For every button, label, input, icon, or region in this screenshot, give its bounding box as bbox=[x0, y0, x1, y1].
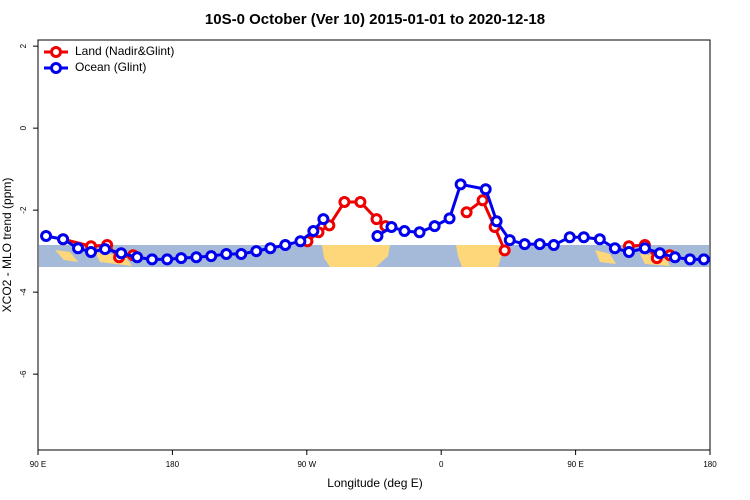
point bbox=[250, 245, 263, 258]
plot-frame bbox=[37, 39, 711, 451]
point bbox=[338, 195, 351, 208]
point bbox=[40, 229, 53, 242]
land-shape bbox=[456, 245, 502, 267]
point bbox=[563, 231, 576, 244]
point bbox=[622, 245, 635, 258]
point bbox=[85, 245, 98, 258]
point bbox=[490, 215, 503, 228]
point bbox=[115, 247, 128, 260]
point bbox=[697, 253, 710, 266]
y-tick-label: -6 bbox=[19, 370, 28, 378]
chart-title: 10S-0 October (Ver 10) 2015-01-01 to 202… bbox=[205, 11, 545, 28]
legend-label: Land (Nadir&Glint) bbox=[75, 44, 174, 58]
point bbox=[235, 248, 248, 261]
point bbox=[476, 194, 489, 207]
y-tick-label: -4 bbox=[19, 288, 28, 296]
land-shape bbox=[55, 250, 78, 262]
land-shape bbox=[322, 245, 390, 267]
x-tick-label: 90 E bbox=[30, 460, 46, 469]
point bbox=[460, 206, 473, 219]
point bbox=[547, 239, 560, 251]
point bbox=[533, 238, 546, 251]
point bbox=[479, 183, 492, 196]
point bbox=[454, 178, 467, 191]
y-tick-label: -2 bbox=[19, 206, 28, 214]
map-strip bbox=[39, 245, 709, 267]
point bbox=[653, 247, 666, 260]
point bbox=[307, 225, 320, 238]
x-tick-label: 0 bbox=[439, 460, 444, 469]
point bbox=[205, 250, 218, 263]
point bbox=[370, 213, 383, 226]
point bbox=[428, 220, 441, 233]
point bbox=[385, 220, 398, 233]
point bbox=[413, 226, 426, 239]
y-tick-label: 2 bbox=[19, 43, 28, 48]
x-tick-label: 90 E bbox=[567, 460, 583, 469]
point bbox=[498, 244, 511, 257]
point bbox=[608, 242, 621, 255]
point bbox=[518, 238, 531, 251]
point bbox=[279, 239, 292, 251]
point bbox=[131, 251, 144, 264]
point bbox=[638, 242, 651, 255]
point bbox=[593, 233, 606, 246]
point bbox=[72, 242, 85, 255]
point bbox=[175, 252, 188, 265]
point bbox=[668, 251, 681, 264]
y-tick-label: 0 bbox=[19, 125, 28, 130]
x-axis-label: Longitude (deg E) bbox=[327, 476, 422, 490]
x-tick-label: 90 W bbox=[297, 460, 316, 469]
point bbox=[190, 251, 203, 264]
point bbox=[220, 248, 233, 261]
point bbox=[57, 233, 70, 246]
point bbox=[443, 212, 456, 225]
point bbox=[146, 253, 159, 266]
y-axis-label: XCO2 - MLO trend (ppm) bbox=[0, 178, 14, 313]
legend-marker bbox=[50, 62, 62, 74]
point bbox=[577, 231, 590, 244]
x-tick-label: 180 bbox=[166, 460, 180, 469]
point bbox=[317, 213, 330, 226]
legend-label: Ocean (Glint) bbox=[75, 60, 146, 74]
point bbox=[503, 234, 516, 247]
point bbox=[398, 225, 411, 238]
x-tick-label: 180 bbox=[703, 460, 717, 469]
point bbox=[354, 195, 367, 208]
land-shape bbox=[595, 250, 616, 264]
legend-marker bbox=[50, 46, 62, 58]
point bbox=[371, 229, 384, 242]
point bbox=[99, 243, 112, 256]
point bbox=[264, 242, 277, 255]
point bbox=[294, 235, 307, 248]
point bbox=[161, 253, 174, 266]
point bbox=[683, 253, 696, 266]
